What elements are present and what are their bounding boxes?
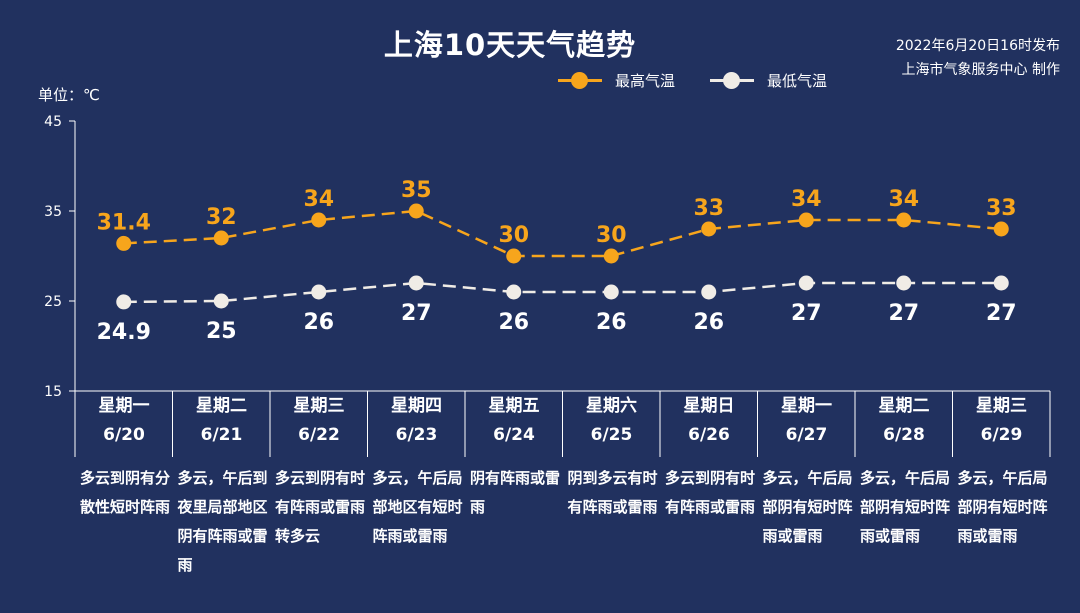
high-temp-point	[116, 235, 132, 251]
high-temp-label: 31.4	[97, 210, 151, 235]
weather-description: 多云，午后到夜里局部地区阴有阵雨或雷雨	[177, 469, 268, 574]
low-temp-point	[311, 284, 327, 300]
high-temp-point	[506, 248, 522, 264]
date-label: 6/27	[785, 425, 828, 445]
day-header: 星期四 6/23	[369, 392, 465, 450]
weekday-label: 星期二	[878, 396, 930, 416]
low-temp-line	[123, 281, 1002, 304]
y-tick-label: 15	[44, 384, 62, 400]
high-temp-label: 34	[303, 187, 334, 212]
unit-label: 单位：℃	[38, 86, 100, 104]
weekday-label: 星期一	[98, 396, 150, 416]
date-label: 6/21	[200, 425, 243, 445]
low-temp-label: 27	[401, 301, 432, 326]
high-temp-point	[896, 212, 912, 228]
high-temp-point	[603, 248, 619, 264]
day-header: 星期一 6/27	[759, 392, 855, 450]
y-tick-label: 35	[44, 204, 62, 220]
weekday-label: 星期五	[488, 396, 540, 416]
day-header: 星期二 6/21	[174, 392, 270, 450]
low-temp-point	[408, 275, 424, 291]
weather-description: 阴有阵雨或雷雨	[470, 469, 561, 516]
date-label: 6/26	[688, 425, 730, 445]
high-temp-label: 34	[888, 187, 919, 212]
weather-description: 多云到阴有分散性短时阵雨	[80, 469, 171, 516]
day-header: 星期一 6/20	[76, 392, 172, 450]
high-temp-point	[311, 212, 327, 228]
weekday-label: 星期一	[781, 396, 832, 416]
date-label: 6/20	[103, 425, 145, 445]
low-temp-label: 26	[596, 310, 627, 335]
low-temp-point	[701, 284, 717, 300]
date-label: 6/24	[493, 425, 535, 445]
high-temp-point	[408, 203, 424, 219]
high-temp-point	[798, 212, 814, 228]
low-temp-point	[798, 275, 814, 291]
high-temp-point	[993, 221, 1009, 237]
low-temp-point	[603, 284, 619, 300]
legend-label-low: 最低气温	[767, 72, 828, 90]
y-tick-label: 25	[44, 294, 62, 310]
low-temp-point	[506, 284, 522, 300]
issuer: 上海市气象服务中心 制作	[901, 62, 1060, 78]
weekday-label: 星期三	[976, 396, 1027, 416]
low-temp-point	[116, 294, 132, 310]
weekday-label: 星期二	[196, 396, 247, 416]
high-temp-point	[213, 230, 229, 246]
low-temp-label: 27	[986, 301, 1017, 326]
weather-description: 阴到多云有时有阵雨或雷雨	[567, 469, 658, 516]
high-temp-line	[123, 209, 1002, 258]
low-temp-point	[896, 275, 912, 291]
weather-description: 多云，午后局部地区有短时阵雨或雷雨	[372, 469, 463, 545]
day-header: 星期三 6/29	[954, 392, 1050, 450]
low-temp-label: 26	[498, 310, 529, 335]
weather-description: 多云，午后局部阴有短时阵雨或雷雨	[762, 469, 853, 545]
legend-marker-high	[571, 72, 588, 89]
low-temp-point	[993, 275, 1009, 291]
weekday-label: 星期日	[683, 396, 735, 416]
low-temp-point	[213, 293, 229, 309]
low-temp-label: 27	[791, 301, 822, 326]
legend-marker-low	[723, 72, 740, 89]
date-label: 6/22	[298, 425, 340, 445]
weekday-label: 星期六	[586, 396, 637, 416]
day-header: 星期日 6/26	[661, 392, 757, 450]
date-label: 6/29	[980, 425, 1023, 445]
high-temp-label: 33	[693, 196, 724, 221]
weather-description: 多云，午后局部阴有短时阵雨或雷雨	[860, 469, 951, 545]
date-label: 6/25	[590, 425, 633, 445]
high-temp-label: 30	[596, 223, 627, 248]
high-temp-label: 32	[206, 205, 237, 230]
day-header: 星期五 6/24	[466, 392, 562, 450]
high-temp-label: 35	[401, 178, 432, 203]
high-temp-label: 33	[986, 196, 1017, 221]
issue-time: 2022年6月20日16时发布	[895, 38, 1060, 54]
weather-description: 多云到阴有时有阵雨或雷雨	[665, 469, 756, 516]
weather-description: 多云，午后局部阴有短时阵雨或雷雨	[957, 469, 1048, 545]
weather-description: 多云到阴有时有阵雨或雷雨转多云	[275, 469, 366, 545]
weekday-label: 星期三	[293, 396, 345, 416]
date-label: 6/23	[395, 425, 438, 445]
low-temp-label: 26	[693, 310, 724, 335]
high-temp-label: 30	[498, 223, 529, 248]
high-temp-point	[701, 221, 717, 237]
y-tick-label: 45	[44, 114, 62, 130]
low-temp-label: 26	[303, 310, 334, 335]
day-header: 星期三 6/22	[271, 392, 367, 450]
low-temp-label: 27	[888, 301, 919, 326]
low-temp-label: 24.9	[97, 320, 151, 345]
legend-label-high: 最高气温	[615, 72, 676, 90]
high-temp-label: 34	[791, 187, 822, 212]
chart-title: 上海10天天气趋势	[383, 28, 637, 62]
date-label: 6/28	[883, 425, 925, 445]
low-temp-label: 25	[206, 319, 237, 344]
day-header: 星期二 6/28	[856, 392, 952, 450]
day-header: 星期六 6/25	[564, 392, 660, 450]
weekday-label: 星期四	[391, 396, 442, 416]
